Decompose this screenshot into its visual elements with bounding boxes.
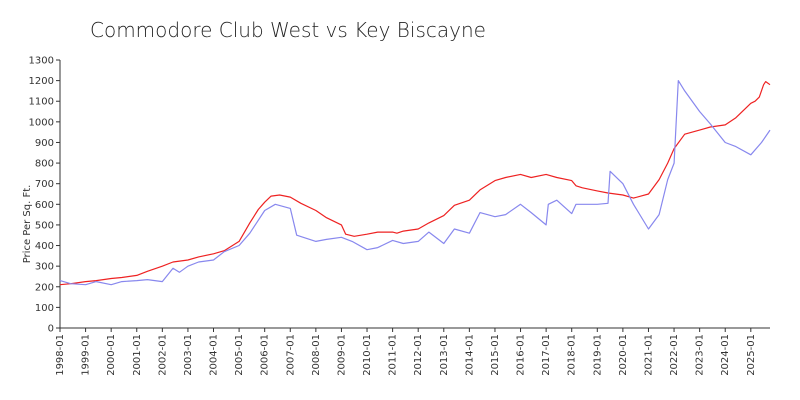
- chart-title: Commodore Club West vs Key Biscayne: [90, 18, 486, 42]
- x-tick-label: 2017-01: [541, 334, 552, 376]
- x-tick-label: 2022-01: [669, 334, 680, 376]
- x-tick-label: 2009-01: [336, 334, 347, 376]
- axes: [59, 60, 770, 329]
- x-tick-label: 2015-01: [490, 334, 501, 376]
- x-tick-label: 2006-01: [260, 334, 271, 376]
- x-tick-label: 2014-01: [464, 334, 475, 376]
- y-tick-label: 400: [35, 241, 54, 252]
- y-tick-label: 700: [35, 179, 54, 190]
- x-tick-label: 2002-01: [157, 334, 168, 376]
- y-tick-label: 800: [35, 159, 54, 170]
- x-tick-label: 2016-01: [516, 334, 527, 376]
- y-tick-label: 1000: [29, 117, 54, 128]
- x-tick-label: 2003-01: [183, 334, 194, 376]
- y-tick-label: 900: [35, 138, 54, 149]
- x-tick-label: 2013-01: [439, 334, 450, 376]
- x-tick-label: 2005-01: [234, 334, 245, 376]
- y-ticks: 0 100 200 300 400 500 600 700 800 900 1000 1100 1200…: [29, 56, 60, 335]
- x-tick-label: 2000-01: [106, 334, 117, 376]
- x-tick-label: 2023-01: [695, 334, 706, 376]
- x-tick-label: 2019-01: [592, 334, 603, 376]
- x-tick-label: 2021-01: [643, 334, 654, 376]
- x-ticks: 1998-01 1999-01 2000-01 2001-01 2002-01 2003-…: [55, 328, 757, 376]
- x-tick-label: 2020-01: [618, 334, 629, 376]
- y-tick-label: 1300: [29, 56, 54, 67]
- x-tick-label: 2008-01: [311, 334, 322, 376]
- x-tick-label: 2001-01: [132, 334, 143, 376]
- y-tick-label: 1200: [29, 76, 54, 87]
- y-tick-label: 500: [35, 220, 54, 231]
- y-tick-label: 1100: [29, 97, 54, 108]
- x-tick-label: 2011-01: [388, 334, 399, 376]
- series-line-1: [59, 80, 771, 286]
- x-tick-label: 2010-01: [362, 334, 373, 376]
- x-tick-label: 2025-01: [746, 334, 757, 376]
- y-tick-label: 200: [35, 282, 54, 293]
- x-tick-label: 1999-01: [81, 334, 92, 376]
- series-lines: [59, 79, 771, 286]
- series-line-2: [59, 79, 771, 286]
- x-tick-label: 2004-01: [209, 334, 220, 376]
- x-tick-label: 2024-01: [720, 334, 731, 376]
- x-tick-label: 1998-01: [55, 334, 66, 376]
- y-tick-label: 300: [35, 262, 54, 273]
- y-tick-label: 100: [35, 303, 54, 314]
- x-tick-label: 2012-01: [413, 334, 424, 376]
- y-tick-label: 600: [35, 200, 54, 211]
- x-tick-label: 2007-01: [285, 334, 296, 376]
- y-axis-label: Price Per Sq. Ft.: [22, 185, 33, 264]
- y-tick-label: 0: [48, 324, 54, 335]
- x-tick-label: 2018-01: [567, 334, 578, 376]
